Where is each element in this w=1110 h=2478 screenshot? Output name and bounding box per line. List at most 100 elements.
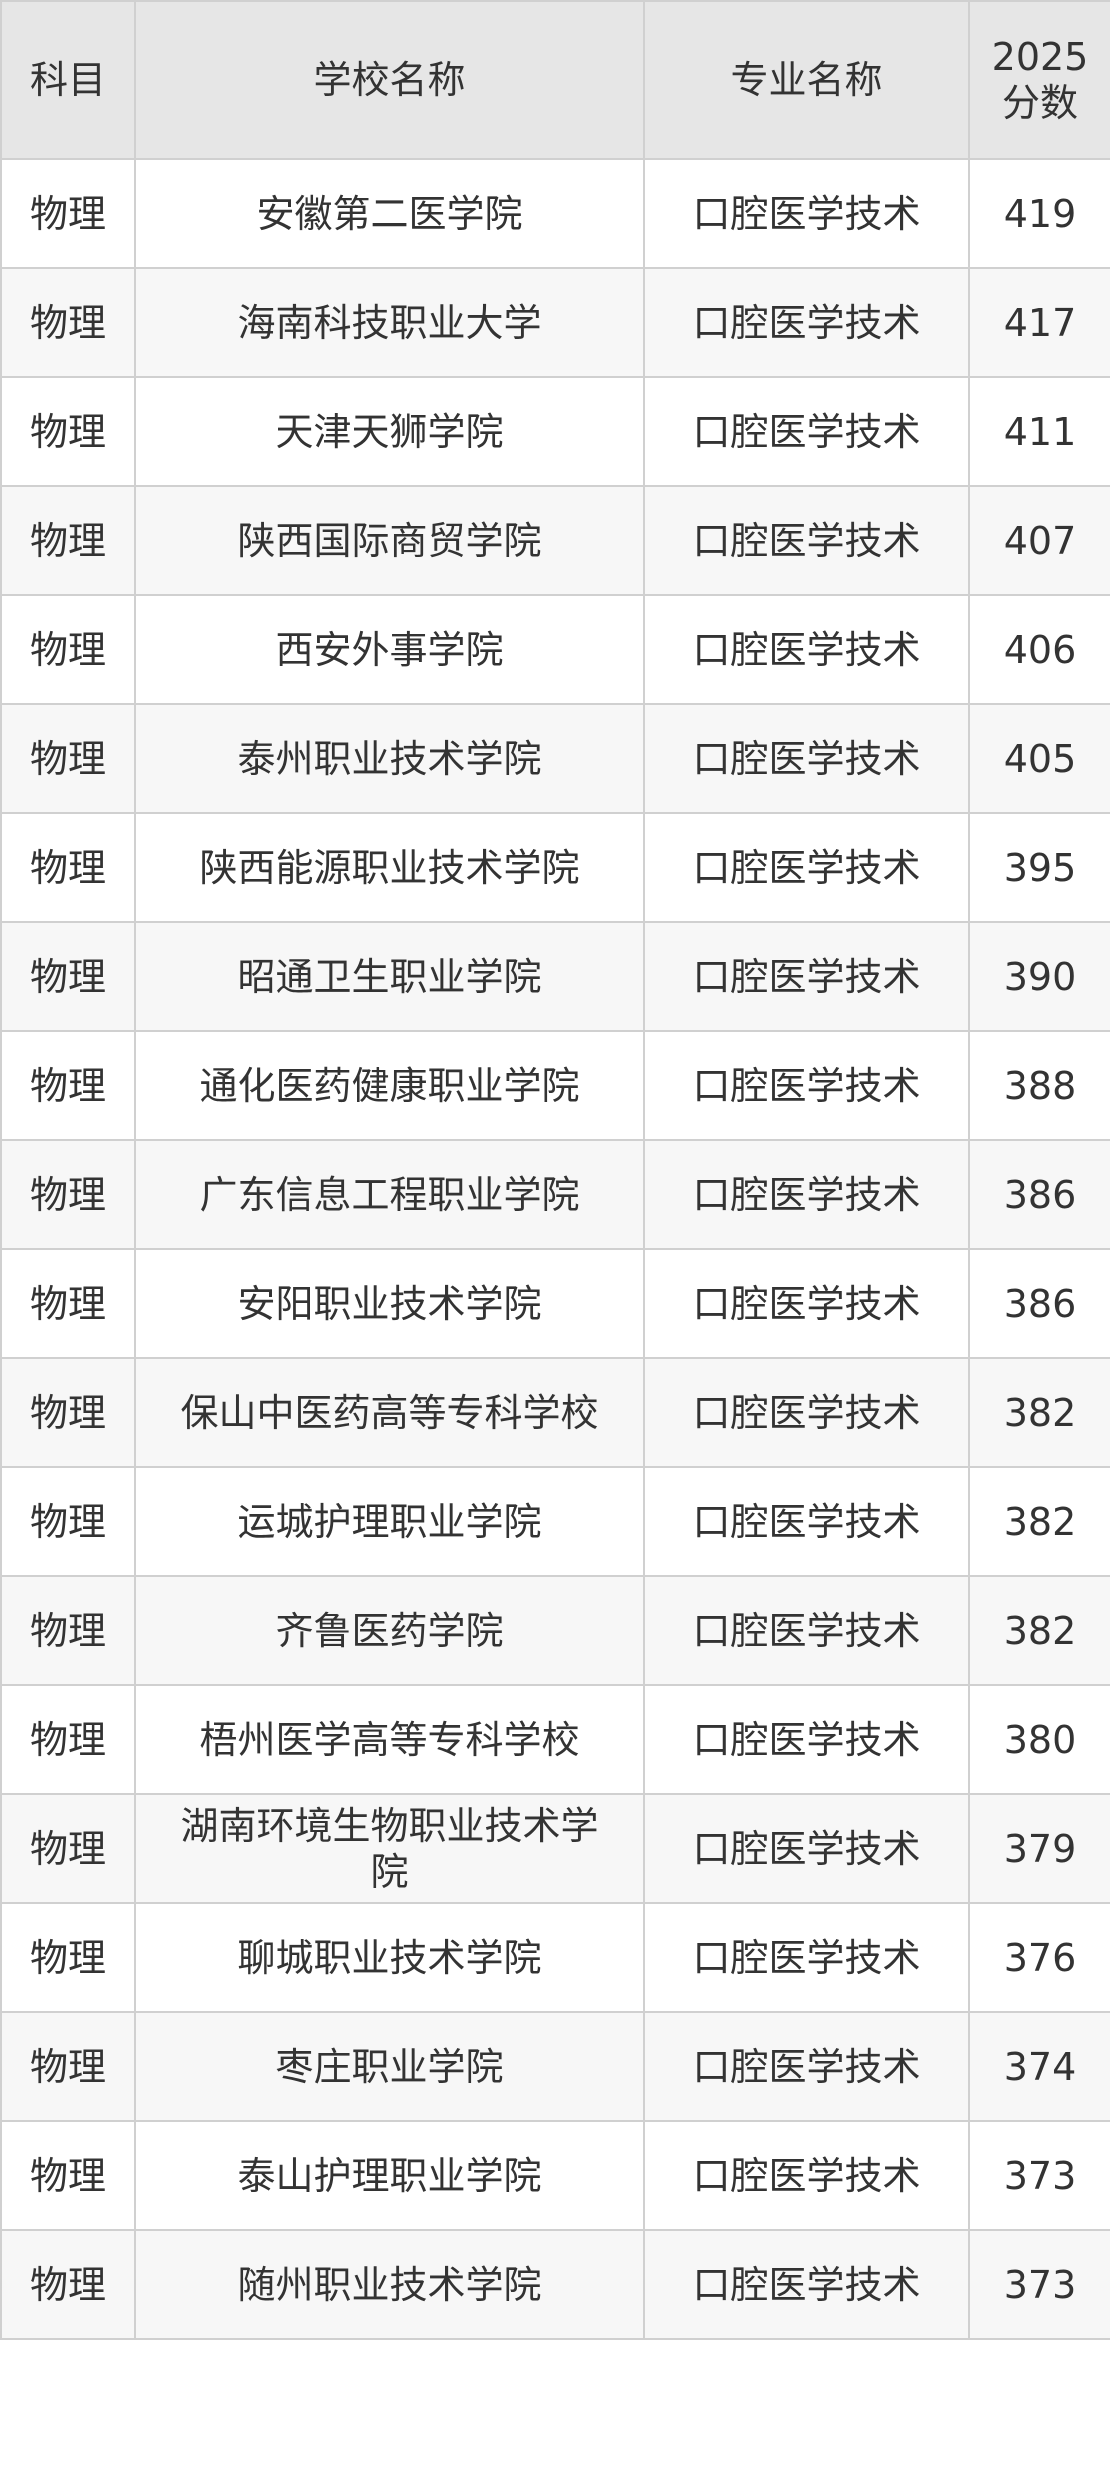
school-cell: 湖南环境生物职业技术学院 <box>134 1793 645 1904</box>
subject-cell: 物理 <box>0 158 136 269</box>
header-cell: 专业名称 <box>643 0 970 160</box>
major-cell: 口腔医学技术 <box>643 1139 970 1250</box>
subject-cell: 物理 <box>0 1684 136 1795</box>
table-row: 物理 西安外事学院 口腔医学技术 406 <box>0 594 1110 705</box>
school-cell: 陕西国际商贸学院 <box>134 485 645 596</box>
subject-cell: 物理 <box>0 1575 136 1686</box>
school-cell: 随州职业技术学院 <box>134 2229 645 2340</box>
score-cell: 419 <box>968 158 1110 269</box>
subject-cell: 物理 <box>0 267 136 378</box>
major-cell: 口腔医学技术 <box>643 1575 970 1686</box>
subject-cell: 物理 <box>0 594 136 705</box>
school-cell: 海南科技职业大学 <box>134 267 645 378</box>
subject-cell: 物理 <box>0 1139 136 1250</box>
score-cell: 395 <box>968 812 1110 923</box>
major-cell: 口腔医学技术 <box>643 1357 970 1468</box>
subject-cell: 物理 <box>0 376 136 487</box>
table-row: 物理 陕西能源职业技术学院 口腔医学技术 395 <box>0 812 1110 923</box>
table-row: 物理 广东信息工程职业学院 口腔医学技术 386 <box>0 1139 1110 1250</box>
major-cell: 口腔医学技术 <box>643 703 970 814</box>
score-cell: 386 <box>968 1139 1110 1250</box>
score-cell: 386 <box>968 1248 1110 1359</box>
school-cell: 泰州职业技术学院 <box>134 703 645 814</box>
school-cell: 昭通卫生职业学院 <box>134 921 645 1032</box>
table-row: 物理 保山中医药高等专科学校 口腔医学技术 382 <box>0 1357 1110 1468</box>
subject-cell: 物理 <box>0 1793 136 1904</box>
school-cell: 西安外事学院 <box>134 594 645 705</box>
subject-cell: 物理 <box>0 2011 136 2122</box>
school-cell: 运城护理职业学院 <box>134 1466 645 1577</box>
major-cell: 口腔医学技术 <box>643 1793 970 1904</box>
school-cell: 保山中医药高等专科学校 <box>134 1357 645 1468</box>
school-cell: 聊城职业技术学院 <box>134 1902 645 2013</box>
subject-cell: 物理 <box>0 1248 136 1359</box>
score-cell: 382 <box>968 1575 1110 1686</box>
major-cell: 口腔医学技术 <box>643 921 970 1032</box>
major-cell: 口腔医学技术 <box>643 267 970 378</box>
score-cell: 411 <box>968 376 1110 487</box>
table-row: 物理 聊城职业技术学院 口腔医学技术 376 <box>0 1902 1110 2013</box>
table-row: 物理 安阳职业技术学院 口腔医学技术 386 <box>0 1248 1110 1359</box>
score-cell: 374 <box>968 2011 1110 2122</box>
score-cell: 390 <box>968 921 1110 1032</box>
major-cell: 口腔医学技术 <box>643 2011 970 2122</box>
score-cell: 405 <box>968 703 1110 814</box>
subject-cell: 物理 <box>0 1357 136 1468</box>
subject-cell: 物理 <box>0 485 136 596</box>
major-cell: 口腔医学技术 <box>643 594 970 705</box>
score-cell: 380 <box>968 1684 1110 1795</box>
table-row: 物理 海南科技职业大学 口腔医学技术 417 <box>0 267 1110 378</box>
header-cell: 科目 <box>0 0 136 160</box>
score-cell: 407 <box>968 485 1110 596</box>
school-cell: 安阳职业技术学院 <box>134 1248 645 1359</box>
major-cell: 口腔医学技术 <box>643 1466 970 1577</box>
table-row: 物理 泰州职业技术学院 口腔医学技术 405 <box>0 703 1110 814</box>
major-cell: 口腔医学技术 <box>643 2229 970 2340</box>
school-cell: 齐鲁医药学院 <box>134 1575 645 1686</box>
table-row: 物理 随州职业技术学院 口腔医学技术 373 <box>0 2229 1110 2340</box>
major-cell: 口腔医学技术 <box>643 158 970 269</box>
table-row: 物理 运城护理职业学院 口腔医学技术 382 <box>0 1466 1110 1577</box>
header-cell: 学校名称 <box>134 0 645 160</box>
subject-cell: 物理 <box>0 2229 136 2340</box>
subject-cell: 物理 <box>0 1902 136 2013</box>
major-cell: 口腔医学技术 <box>643 1684 970 1795</box>
school-cell: 梧州医学高等专科学校 <box>134 1684 645 1795</box>
score-cell: 406 <box>968 594 1110 705</box>
table-row: 物理 通化医药健康职业学院 口腔医学技术 388 <box>0 1030 1110 1141</box>
subject-cell: 物理 <box>0 1466 136 1577</box>
score-cell: 373 <box>968 2120 1110 2231</box>
table-row: 物理 安徽第二医学院 口腔医学技术 419 <box>0 158 1110 269</box>
table-row: 物理 昭通卫生职业学院 口腔医学技术 390 <box>0 921 1110 1032</box>
table-row: 物理 枣庄职业学院 口腔医学技术 374 <box>0 2011 1110 2122</box>
score-cell: 382 <box>968 1357 1110 1468</box>
subject-cell: 物理 <box>0 703 136 814</box>
subject-cell: 物理 <box>0 2120 136 2231</box>
header-row: 科目 学校名称 专业名称 2025分数 <box>0 0 1110 160</box>
table-row: 物理 齐鲁医药学院 口腔医学技术 382 <box>0 1575 1110 1686</box>
subject-cell: 物理 <box>0 812 136 923</box>
school-cell: 广东信息工程职业学院 <box>134 1139 645 1250</box>
table-row: 物理 湖南环境生物职业技术学院 口腔医学技术 379 <box>0 1793 1110 1904</box>
major-cell: 口腔医学技术 <box>643 1248 970 1359</box>
table-row: 物理 陕西国际商贸学院 口腔医学技术 407 <box>0 485 1110 596</box>
header-cell: 2025分数 <box>968 0 1110 160</box>
major-cell: 口腔医学技术 <box>643 1902 970 2013</box>
major-cell: 口腔医学技术 <box>643 376 970 487</box>
score-cell: 382 <box>968 1466 1110 1577</box>
score-cell: 376 <box>968 1902 1110 2013</box>
table-row: 物理 梧州医学高等专科学校 口腔医学技术 380 <box>0 1684 1110 1795</box>
school-cell: 陕西能源职业技术学院 <box>134 812 645 923</box>
score-cell: 379 <box>968 1793 1110 1904</box>
score-cell: 417 <box>968 267 1110 378</box>
major-cell: 口腔医学技术 <box>643 2120 970 2231</box>
table-row: 物理 天津天狮学院 口腔医学技术 411 <box>0 376 1110 487</box>
score-cell: 388 <box>968 1030 1110 1141</box>
subject-cell: 物理 <box>0 1030 136 1141</box>
subject-cell: 物理 <box>0 921 136 1032</box>
score-cell: 373 <box>968 2229 1110 2340</box>
school-cell: 安徽第二医学院 <box>134 158 645 269</box>
major-cell: 口腔医学技术 <box>643 1030 970 1141</box>
table-row: 物理 泰山护理职业学院 口腔医学技术 373 <box>0 2120 1110 2231</box>
major-cell: 口腔医学技术 <box>643 812 970 923</box>
